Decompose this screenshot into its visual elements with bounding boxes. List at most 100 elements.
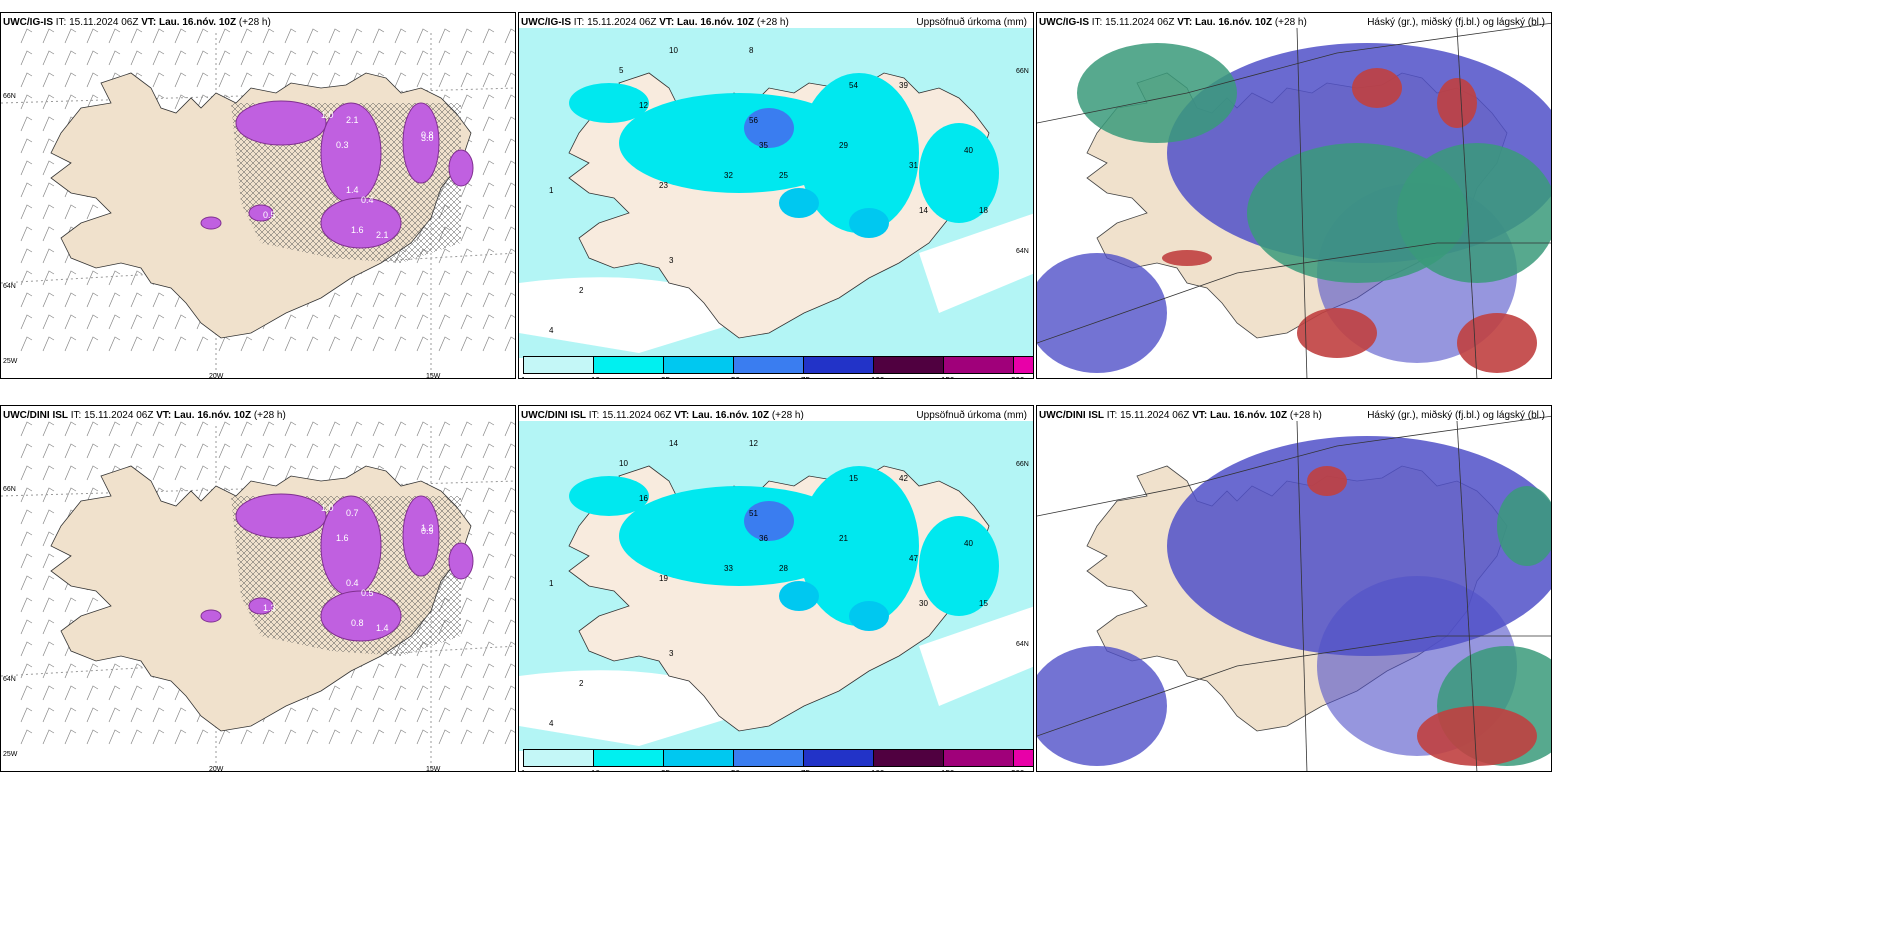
- axis-label-lat64: 64N: [3, 283, 16, 290]
- axis-label-lat66: 66N: [1016, 461, 1029, 468]
- precip-title: Uppsöfnuð úrkoma (mm): [916, 17, 1027, 28]
- axis-label-lon20: 20W: [209, 373, 224, 379]
- precip-area: [569, 83, 649, 123]
- colorbar-swatch: [594, 357, 664, 373]
- colorbar-tick: 150: [941, 376, 954, 378]
- colorbar-tick: 75: [801, 769, 810, 771]
- precip-area: [779, 188, 819, 218]
- cloud-area-low: [1077, 43, 1237, 143]
- snow-label: 1.2: [421, 523, 434, 533]
- precip-label: 19: [659, 574, 668, 583]
- colorbar-swatch: [804, 357, 874, 373]
- precip-label: 8: [749, 46, 754, 55]
- precip-label: 39: [899, 81, 908, 90]
- panel-top-snow: UWC/IG-IS IT: 15.11.2024 06Z VT: Lau. 16…: [0, 12, 516, 379]
- colorbar-swatch: [734, 750, 804, 766]
- precip-area: [799, 73, 919, 233]
- panel-top-precip: UWC/IG-IS IT: 15.11.2024 06Z VT: Lau. 16…: [518, 12, 1034, 379]
- precip-label: 31: [909, 161, 918, 170]
- colorbar-swatch: [524, 357, 594, 373]
- precip-label: 3: [669, 649, 674, 658]
- colorbar-ticks: 110255075100150200400: [521, 769, 1033, 771]
- snow-label: 0.8: [421, 130, 434, 140]
- snow-label: 0.9: [421, 526, 434, 536]
- snow-label: 0.4: [361, 195, 374, 205]
- snow-label: 1.6: [351, 225, 364, 235]
- snow-area: [448, 149, 474, 187]
- precip-label: 40: [964, 146, 973, 155]
- colorbar-tick: 200: [1011, 769, 1024, 771]
- snow-area: [200, 216, 222, 230]
- colorbar-swatch: [1014, 750, 1033, 766]
- snow-label: 0.5: [361, 588, 374, 598]
- colorbar-tick: 200: [1011, 376, 1024, 378]
- graticule-line: [1456, 420, 1478, 771]
- snow-label: 3.0: [421, 133, 434, 143]
- precip-area: [919, 123, 999, 223]
- precip-label: 51: [749, 509, 758, 518]
- precip-label: 36: [759, 534, 768, 543]
- colorbar-tick: 75: [801, 376, 810, 378]
- cloud-title: Háský (gr.), miðský (fj.bl.) og lágský (…: [1367, 17, 1545, 28]
- graticule-line: [1037, 415, 1551, 517]
- precip-label: 4: [549, 326, 554, 335]
- precip-area: [569, 476, 649, 516]
- axis-label-lon15: 15W: [426, 373, 441, 379]
- cloud-area-high: [1307, 466, 1347, 496]
- colorbar-swatch: [874, 357, 944, 373]
- colorbar-tick: 150: [941, 769, 954, 771]
- colorbar-swatch: [874, 750, 944, 766]
- precip-label: 54: [849, 81, 858, 90]
- snow-label: 2.1: [346, 115, 359, 125]
- snow-area: [402, 495, 440, 577]
- graticule-line: [1296, 27, 1308, 378]
- dry-area: [919, 213, 1033, 313]
- precip-label: 32: [724, 171, 733, 180]
- graticule-line: [1037, 635, 1551, 737]
- snow-area: [235, 100, 327, 146]
- colorbar-ticks: 110255075100150200400: [521, 376, 1033, 378]
- colorbar-swatch: [944, 750, 1014, 766]
- precip-label: 42: [899, 474, 908, 483]
- colorbar: [523, 356, 1033, 374]
- axis-label-lat66: 66N: [3, 93, 16, 100]
- snow-label: 0.3: [336, 140, 349, 150]
- snow-area: [248, 597, 274, 615]
- snow-area: [235, 493, 327, 539]
- graticule-line: [1037, 242, 1551, 344]
- snow-label: 0.8: [351, 618, 364, 628]
- cloud-area-mid: [1037, 646, 1167, 766]
- colorbar-tick: 25: [661, 376, 670, 378]
- colorbar-tick: 1: [521, 769, 525, 771]
- graticule-66n: [1, 480, 515, 497]
- colorbar-tick: 1: [521, 376, 525, 378]
- axis-label-lat66: 66N: [3, 486, 16, 493]
- cloud-area-high: [1437, 78, 1477, 128]
- colorbar-tick: 100: [871, 376, 884, 378]
- precip-label: 16: [639, 494, 648, 503]
- snow-area: [200, 609, 222, 623]
- axis-label-lat64: 64N: [1016, 641, 1029, 648]
- colorbar-tick: 100: [871, 769, 884, 771]
- colorbar-tick: 10: [591, 769, 600, 771]
- precip-area: [849, 208, 889, 238]
- snow-map: 1.0 0.7 1.6 0.40.5 1.2 0.8 1.4 0.9 1.3 66N 64N 25W 2…: [1, 421, 515, 771]
- snow-label: 0.7: [346, 508, 359, 518]
- precip-label: 4: [549, 719, 554, 728]
- snow-area: [248, 204, 274, 222]
- cloud-area-mid: [1037, 253, 1167, 373]
- cloud-map: [1037, 415, 1551, 771]
- panel-title: UWC/DINI ISL IT: 15.11.2024 06Z VT: Lau.…: [521, 410, 804, 421]
- precip-label: 1: [549, 579, 554, 588]
- precip-label: 21: [839, 534, 848, 543]
- panel-top-cloud: UWC/IG-IS IT: 15.11.2024 06Z VT: Lau. 16…: [1036, 12, 1552, 379]
- snow-label: 0.5: [263, 210, 276, 220]
- snow-area: [402, 102, 440, 184]
- precip-label: 2: [579, 286, 584, 295]
- precip-area: [919, 516, 999, 616]
- precip-map: 14 12 15 42 51 36 33 28 21 47 40 30 15 19 16 10 3 2 4 1 66N 6…: [519, 421, 1033, 751]
- precip-label: 1: [549, 186, 554, 195]
- precip-label: 23: [659, 181, 668, 190]
- precip-area: [619, 93, 859, 193]
